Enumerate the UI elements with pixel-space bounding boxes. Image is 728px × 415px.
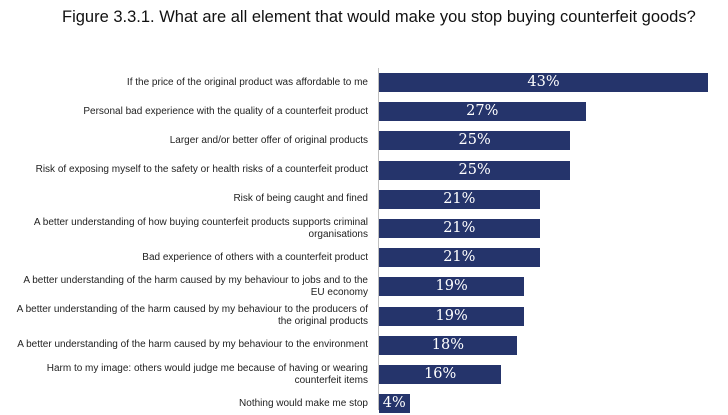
bar-value-label: 19% (435, 278, 468, 295)
category-label: Harm to my image: others would judge me … (46, 362, 368, 386)
bar (379, 394, 410, 414)
bar-value-label: 25% (458, 132, 491, 149)
bar (379, 306, 525, 326)
bar (379, 160, 571, 180)
bar (379, 73, 708, 92)
bar-value-label: 25% (458, 161, 491, 178)
category-label: Bad experience of others with a counterf… (142, 251, 368, 263)
bar (379, 189, 540, 209)
bar (379, 219, 540, 238)
bar (379, 248, 540, 268)
category-label: Risk of being caught and fined (233, 193, 368, 205)
category-label: If the price of the original product was… (126, 76, 368, 88)
category-label: Larger and/or better offer of original p… (169, 134, 368, 146)
bar-value-label: 27% (466, 103, 499, 120)
bar-value-label: 21% (443, 190, 476, 207)
bar (379, 365, 502, 384)
category-label: A better understanding of the harm cause… (16, 304, 368, 328)
bar (379, 335, 517, 355)
bar-value-label: 16% (424, 366, 457, 382)
category-label: A better understanding of how buying cou… (33, 216, 368, 240)
bar (379, 277, 525, 297)
bar-value-label: 21% (443, 249, 476, 266)
category-label: A better understanding of the harm cause… (23, 274, 368, 298)
chart-title: Figure 3.3.1. What are all element that … (62, 8, 696, 26)
bar-value-label: 4% (382, 395, 406, 412)
bar-value-label: 19% (435, 307, 468, 324)
bar-value-label: 18% (431, 336, 464, 353)
bar-value-label: 21% (443, 220, 476, 236)
category-axis-line (378, 68, 379, 410)
bar-value-label: 43% (527, 74, 560, 90)
category-label: Nothing would make me stop (239, 397, 368, 409)
bar (379, 102, 586, 122)
category-label: Personal bad experience with the quality… (83, 105, 368, 117)
category-label: A better understanding of the harm cause… (17, 339, 368, 351)
category-label: Risk of exposing myself to the safety or… (35, 164, 368, 176)
bar (379, 131, 571, 151)
